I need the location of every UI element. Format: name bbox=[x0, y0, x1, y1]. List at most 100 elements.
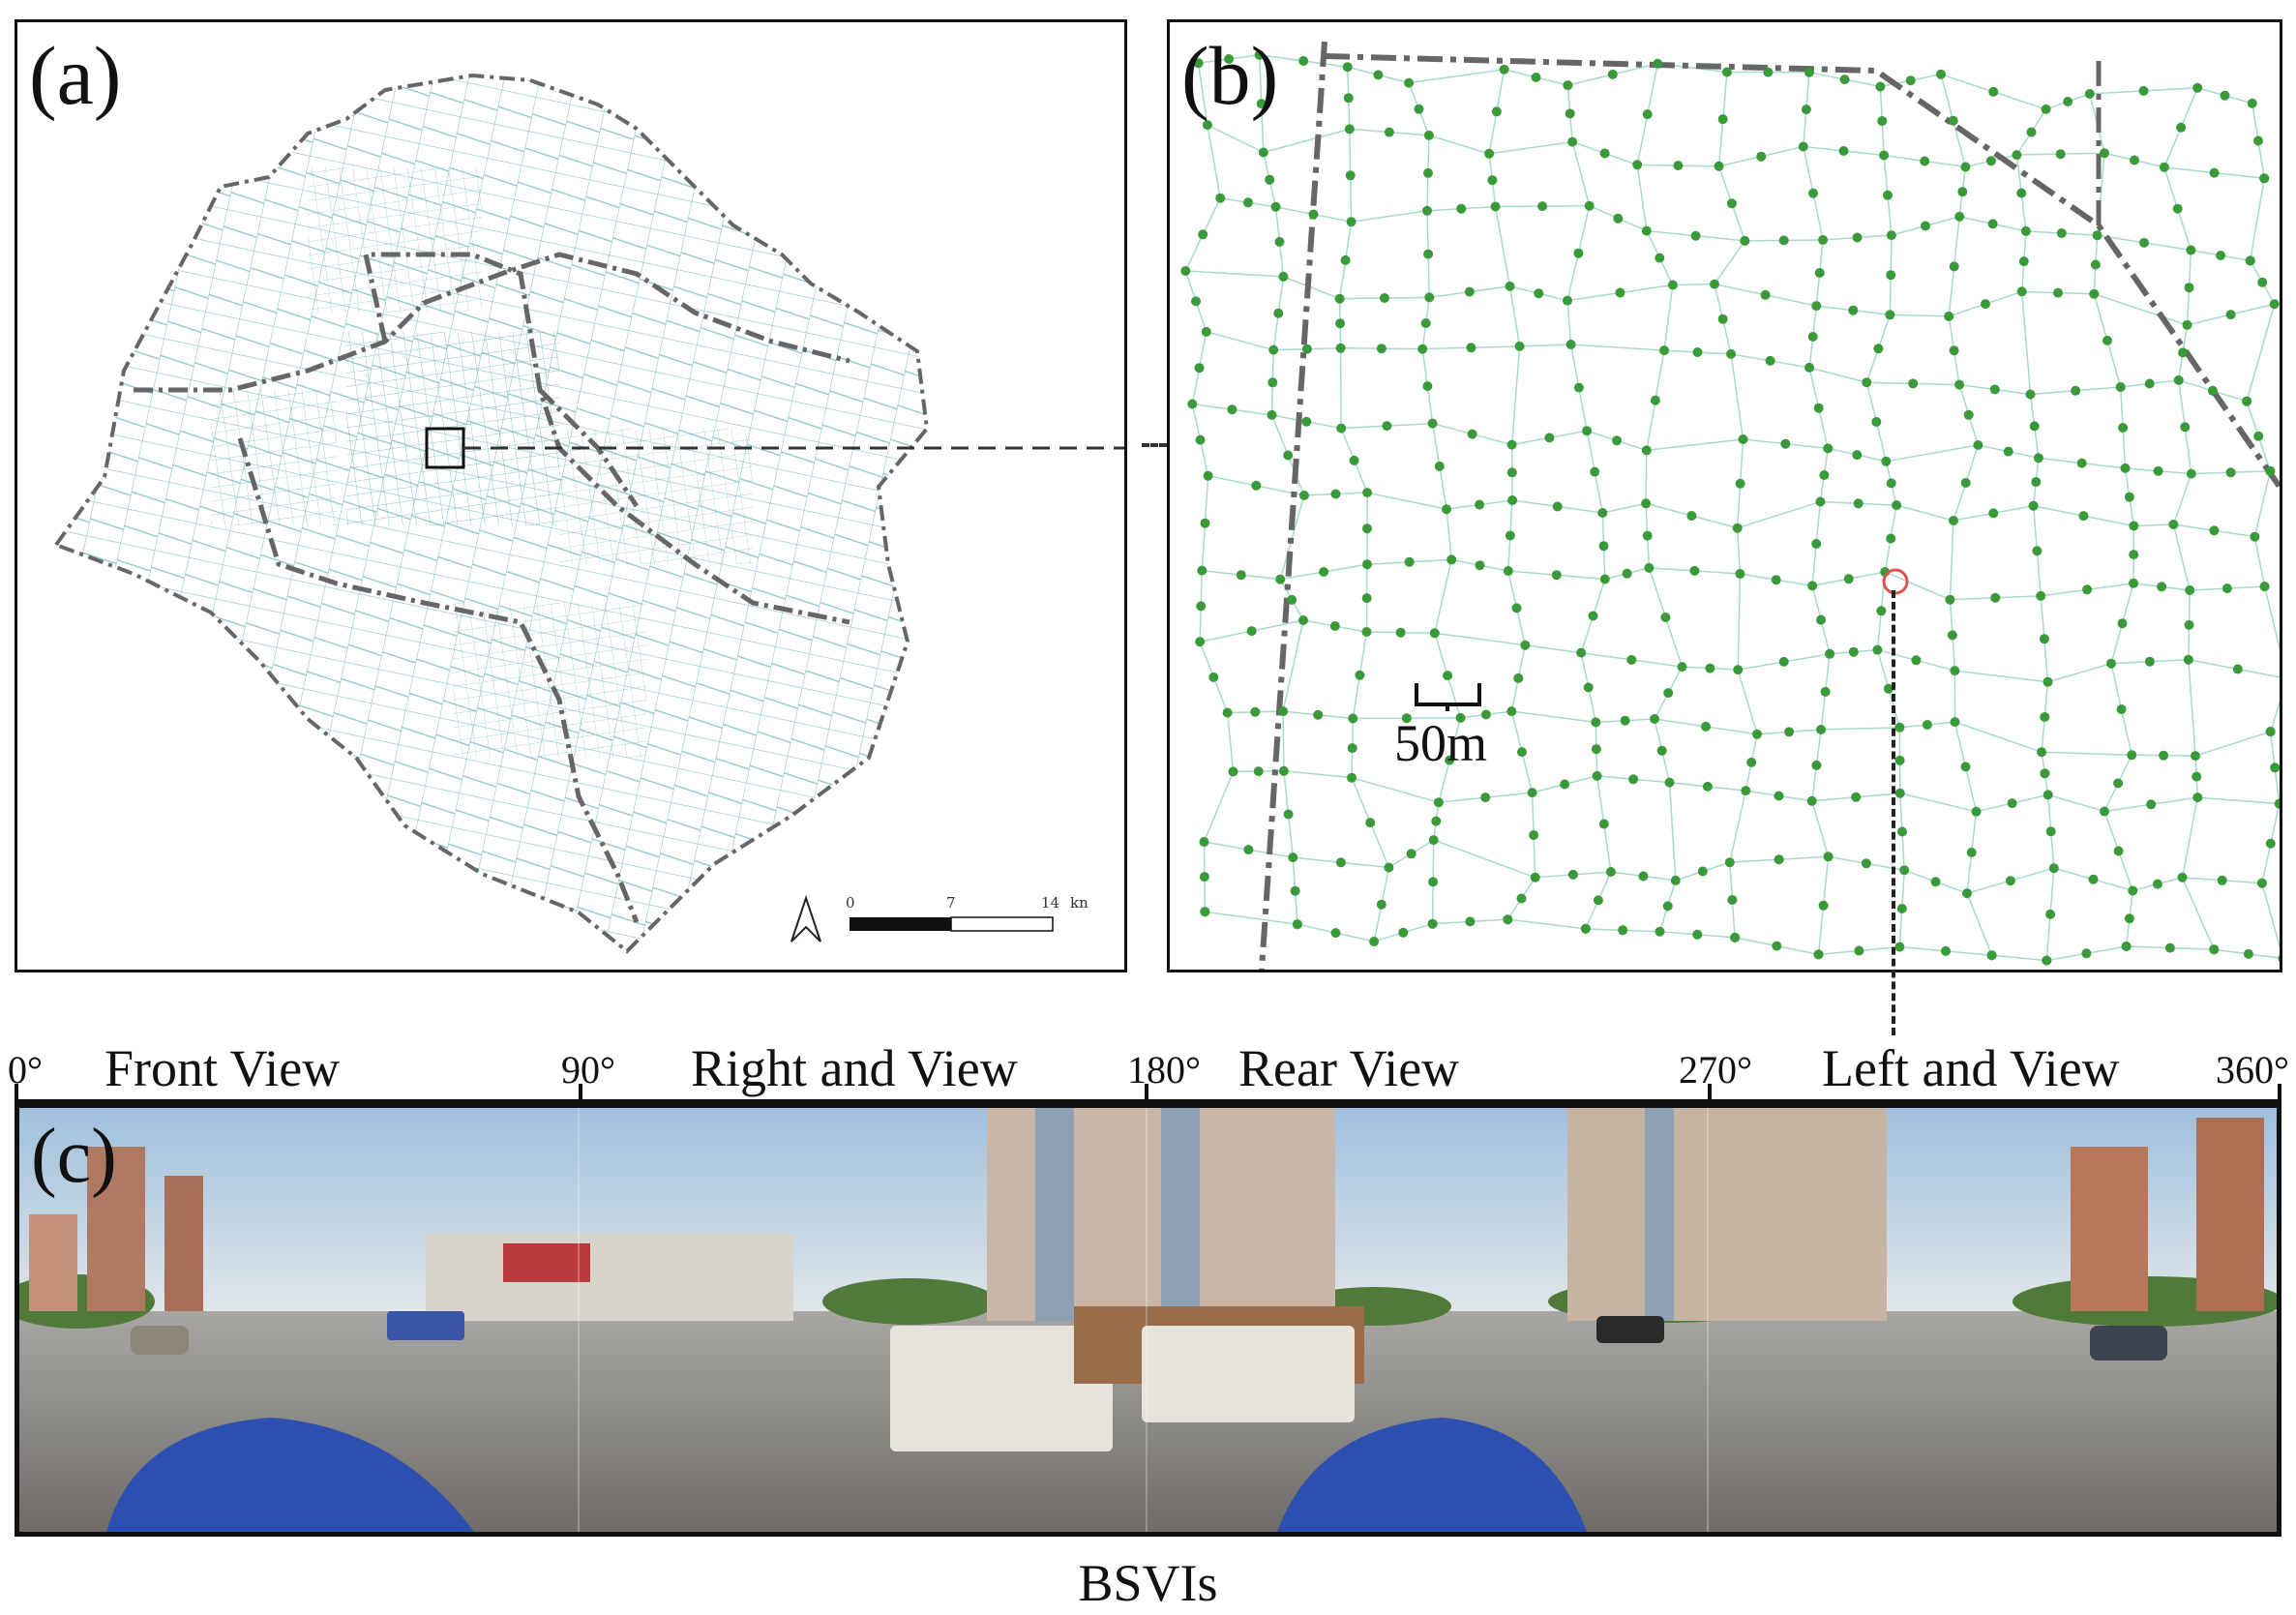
sample-point bbox=[1456, 203, 1467, 214]
sample-point bbox=[2113, 778, 2124, 789]
sample-point bbox=[1957, 187, 1968, 197]
sample-point bbox=[1464, 286, 1475, 297]
sample-point bbox=[1588, 611, 1598, 621]
tick-360 bbox=[2278, 1084, 2281, 1101]
sample-point bbox=[1644, 562, 1655, 573]
sample-point bbox=[1194, 363, 1205, 374]
sample-point bbox=[1342, 62, 1353, 73]
tick-0 bbox=[15, 1084, 18, 1101]
street-segment bbox=[1351, 776, 1440, 803]
sample-point bbox=[1382, 421, 1392, 432]
sample-point bbox=[2124, 492, 2134, 502]
major-road-boundary-top bbox=[1324, 53, 2280, 489]
sample-point bbox=[1258, 147, 1268, 158]
sample-point bbox=[1692, 347, 1703, 357]
sample-point bbox=[1686, 511, 1697, 521]
sample-point bbox=[1811, 539, 1822, 549]
sample-point bbox=[1620, 715, 1630, 726]
sample-point bbox=[1819, 470, 1830, 480]
sample-point bbox=[1883, 683, 1893, 694]
sample-point bbox=[1659, 345, 1669, 356]
sample-point bbox=[1701, 721, 1711, 732]
sample-point bbox=[1275, 574, 1286, 584]
sample-point bbox=[1697, 866, 1708, 877]
sample-point bbox=[1638, 871, 1649, 882]
overview-map-panel: (a) bbox=[15, 19, 1127, 972]
sample-point bbox=[2116, 704, 2127, 714]
sample-point bbox=[1384, 862, 1394, 873]
sample-point bbox=[1949, 345, 1959, 356]
sample-point bbox=[2243, 948, 2253, 959]
sample-point bbox=[1692, 929, 1703, 940]
sample-point bbox=[1251, 480, 1262, 491]
sample-point bbox=[1771, 575, 1781, 585]
street-segment bbox=[1890, 314, 1950, 317]
sample-point bbox=[1808, 188, 1818, 198]
sample-point bbox=[1467, 429, 1477, 439]
street-segment bbox=[1663, 284, 1674, 351]
street-segment bbox=[1489, 140, 1573, 155]
street-segment bbox=[2094, 293, 2188, 326]
street-segment bbox=[1571, 141, 1591, 206]
sample-point bbox=[1813, 949, 1824, 960]
panel-b-label: (b) bbox=[1181, 29, 1279, 122]
view-left-label: Left and View bbox=[1822, 1039, 2120, 1097]
sample-point bbox=[1598, 819, 1609, 829]
sample-point bbox=[2173, 374, 2184, 385]
sample-point bbox=[1897, 826, 1907, 837]
sample-point bbox=[1446, 554, 1457, 565]
sample-point bbox=[1813, 403, 1824, 413]
sample-point bbox=[1465, 916, 1476, 927]
sample-point bbox=[1484, 148, 1495, 159]
sample-point bbox=[1580, 923, 1591, 934]
sample-point bbox=[2124, 913, 2134, 924]
sample-point bbox=[1881, 456, 1892, 466]
street-segment bbox=[1730, 353, 1744, 440]
street-segment bbox=[1714, 240, 1745, 284]
sample-point bbox=[2063, 97, 2073, 106]
sample-point bbox=[1379, 293, 1389, 303]
sample-point bbox=[1246, 626, 1257, 637]
sample-point bbox=[1778, 656, 1789, 667]
sample-point bbox=[2037, 747, 2047, 758]
sample-point bbox=[1503, 914, 1513, 925]
sample-point bbox=[1362, 488, 1373, 498]
street-segment bbox=[2263, 585, 2280, 651]
sample-point bbox=[1565, 108, 1575, 119]
sample-point bbox=[1433, 797, 1444, 808]
sample-point bbox=[1301, 416, 1312, 427]
sample-point bbox=[1480, 793, 1491, 803]
sample-point bbox=[1336, 423, 1347, 434]
scale-bar: 0 7 14 kn bbox=[846, 894, 1088, 932]
sample-point bbox=[1445, 755, 1455, 765]
sample-point bbox=[1613, 213, 1624, 224]
sample-point bbox=[2185, 585, 2195, 595]
sample-point bbox=[1839, 75, 1850, 85]
scale-tick-0: 0 bbox=[846, 894, 855, 912]
sample-point bbox=[2184, 283, 2194, 293]
sample-point bbox=[1653, 58, 1663, 69]
sample-point bbox=[1346, 217, 1357, 227]
sample-point bbox=[1806, 795, 1817, 806]
sample-point bbox=[2245, 255, 2255, 266]
sample-point bbox=[2025, 389, 2036, 400]
sample-point bbox=[1948, 115, 1958, 126]
capture-vehicle-hood-rear bbox=[1277, 1418, 1587, 1532]
street-segment bbox=[1895, 504, 1954, 522]
sample-point bbox=[1506, 706, 1517, 717]
sample-point bbox=[1513, 673, 1524, 683]
sample-point bbox=[1816, 614, 1827, 625]
sample-point bbox=[2256, 878, 2267, 888]
sample-point bbox=[1772, 941, 1782, 951]
sample-point bbox=[2270, 763, 2280, 773]
scale-unit: kn bbox=[1070, 894, 1088, 912]
sample-point bbox=[1908, 378, 1919, 389]
sample-point bbox=[1662, 901, 1673, 912]
sample-point bbox=[1503, 566, 1513, 576]
sample-point bbox=[1894, 788, 1905, 798]
sample-point bbox=[1398, 927, 1409, 938]
panel-c-label: (c) bbox=[31, 1114, 117, 1199]
panorama-image bbox=[19, 1108, 2277, 1532]
sample-point bbox=[2040, 712, 2050, 722]
street-segment bbox=[1428, 135, 1490, 155]
